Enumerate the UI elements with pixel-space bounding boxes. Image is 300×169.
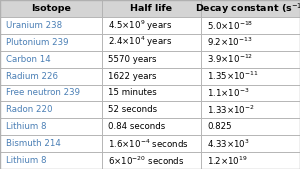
Text: Free neutron 239: Free neutron 239 <box>6 88 80 98</box>
Text: Radium 226: Radium 226 <box>6 71 58 81</box>
Text: 9.2×10$^{-13}$: 9.2×10$^{-13}$ <box>207 36 253 49</box>
Text: 0.84 seconds: 0.84 seconds <box>108 122 165 131</box>
Bar <box>102 51 201 68</box>
Bar <box>0 84 102 101</box>
Bar <box>102 152 201 169</box>
Bar <box>0 152 102 169</box>
Bar <box>102 135 201 152</box>
Bar <box>201 135 300 152</box>
Text: Half life: Half life <box>130 4 172 13</box>
Bar <box>102 0 201 17</box>
Text: Radon 220: Radon 220 <box>6 105 52 114</box>
Text: 15 minutes: 15 minutes <box>108 88 157 98</box>
Bar <box>102 101 201 118</box>
Bar <box>102 84 201 101</box>
Bar <box>201 34 300 51</box>
Text: 3.9×10$^{-12}$: 3.9×10$^{-12}$ <box>207 53 253 65</box>
Text: 5.0×10$^{-18}$: 5.0×10$^{-18}$ <box>207 19 253 32</box>
Text: 1.35×10$^{-11}$: 1.35×10$^{-11}$ <box>207 70 259 82</box>
Bar <box>0 17 102 34</box>
Bar <box>201 118 300 135</box>
Text: 1.1×10$^{-3}$: 1.1×10$^{-3}$ <box>207 87 249 99</box>
Bar <box>201 17 300 34</box>
Bar <box>0 68 102 84</box>
Bar <box>201 0 300 17</box>
Bar <box>201 101 300 118</box>
Bar <box>0 0 102 17</box>
Bar <box>0 118 102 135</box>
Text: Bismuth 214: Bismuth 214 <box>6 139 61 148</box>
Bar <box>201 84 300 101</box>
Text: Isotope: Isotope <box>31 4 71 13</box>
Bar <box>201 51 300 68</box>
Bar <box>201 68 300 84</box>
Bar <box>102 17 201 34</box>
Text: 4.5×10$^{9}$ years: 4.5×10$^{9}$ years <box>108 18 172 33</box>
Text: 4.33×10$^{3}$: 4.33×10$^{3}$ <box>207 137 250 150</box>
Text: Carbon 14: Carbon 14 <box>6 55 51 64</box>
Bar <box>0 51 102 68</box>
Bar <box>102 68 201 84</box>
Text: Lithium 8: Lithium 8 <box>6 156 46 165</box>
Bar <box>0 101 102 118</box>
Bar <box>0 135 102 152</box>
Text: Plutonium 239: Plutonium 239 <box>6 38 68 47</box>
Text: 6×10$^{-20}$ seconds: 6×10$^{-20}$ seconds <box>108 154 184 167</box>
Text: 1.2×10$^{19}$: 1.2×10$^{19}$ <box>207 154 248 167</box>
Text: 1.6×10$^{-4}$ seconds: 1.6×10$^{-4}$ seconds <box>108 137 189 150</box>
Text: 5570 years: 5570 years <box>108 55 157 64</box>
Text: 52 seconds: 52 seconds <box>108 105 157 114</box>
Text: Decay constant (s$^{-1}$): Decay constant (s$^{-1}$) <box>195 1 300 16</box>
Text: Uranium 238: Uranium 238 <box>6 21 62 30</box>
Text: 1622 years: 1622 years <box>108 71 157 81</box>
Bar <box>0 34 102 51</box>
Bar <box>102 118 201 135</box>
Bar <box>201 152 300 169</box>
Text: Lithium 8: Lithium 8 <box>6 122 46 131</box>
Bar <box>102 34 201 51</box>
Text: 2.4×10$^{4}$ years: 2.4×10$^{4}$ years <box>108 35 172 50</box>
Text: 0.825: 0.825 <box>207 122 232 131</box>
Text: 1.33×10$^{-2}$: 1.33×10$^{-2}$ <box>207 104 255 116</box>
